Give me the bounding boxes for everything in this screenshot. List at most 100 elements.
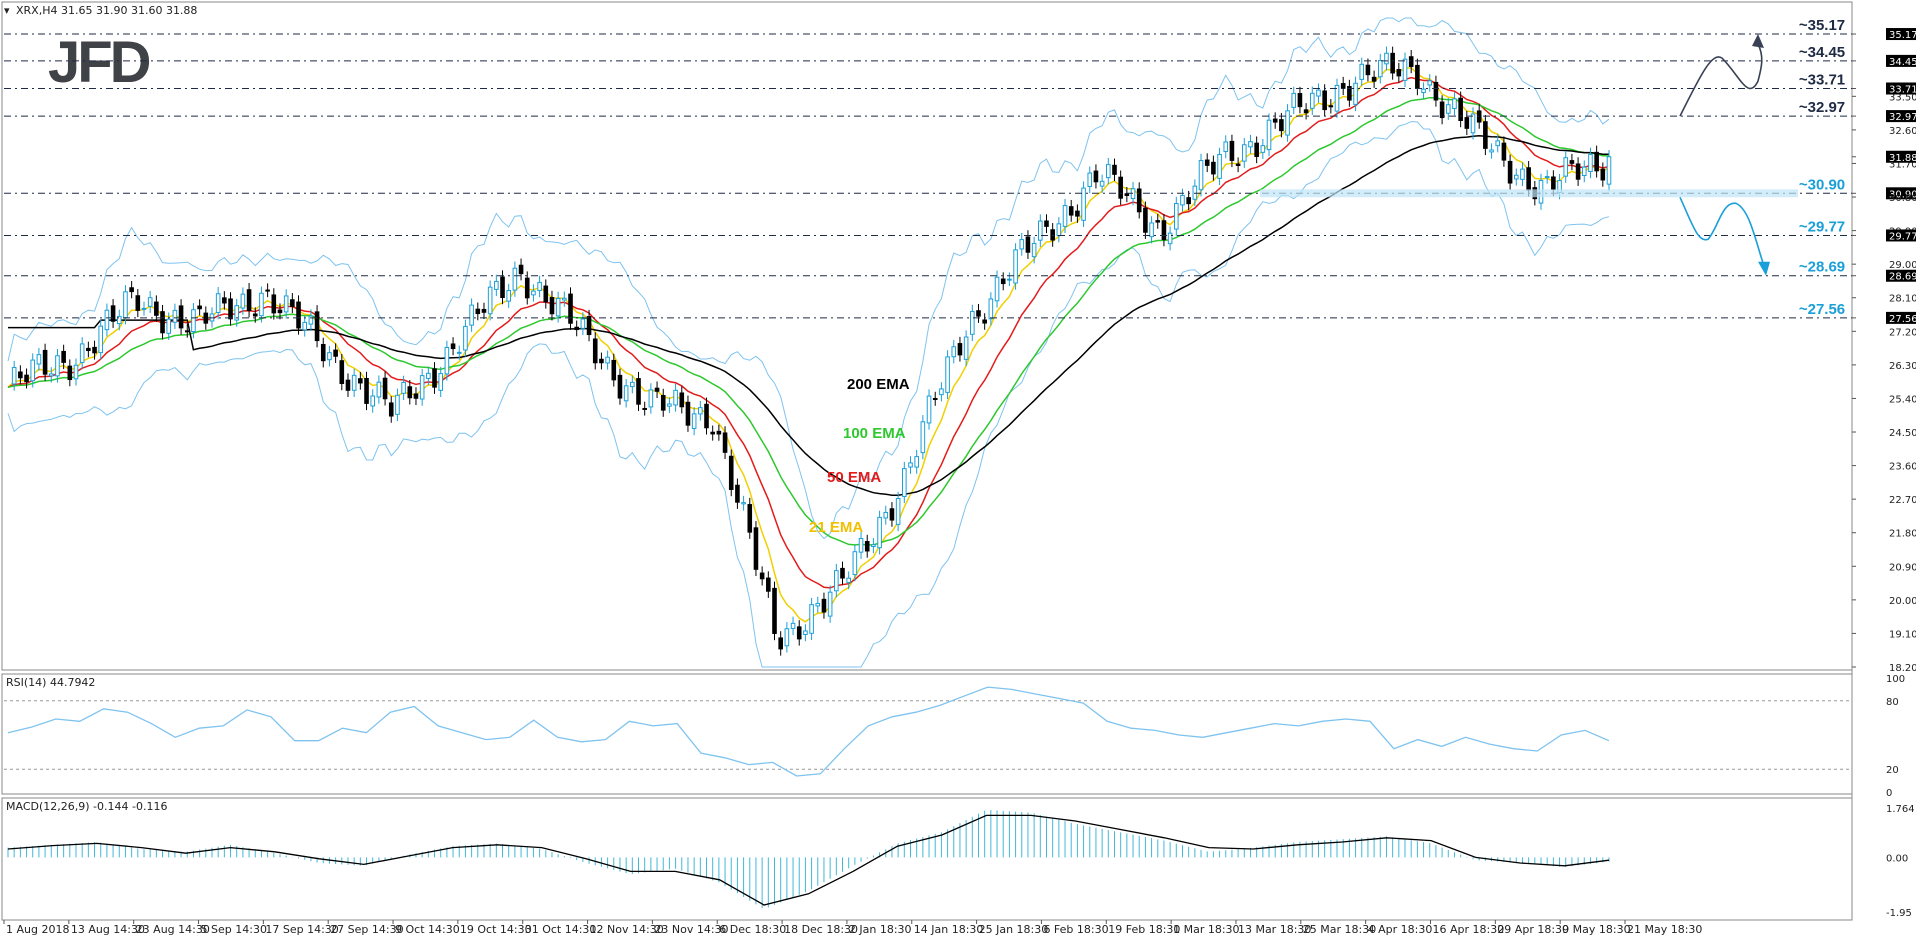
candle-body bbox=[1167, 232, 1173, 245]
candle-body bbox=[667, 403, 672, 407]
candle-body bbox=[741, 502, 746, 505]
candle-body bbox=[815, 602, 821, 607]
candle-body bbox=[1421, 88, 1426, 93]
price-tick-label: 34.45 bbox=[1889, 57, 1916, 68]
candle-body bbox=[623, 385, 629, 402]
candle-body bbox=[537, 281, 542, 292]
price-level-badge bbox=[1886, 110, 1916, 123]
candle-body bbox=[1316, 89, 1321, 97]
price-tick-label: 30.80 bbox=[1889, 193, 1916, 204]
candle-body bbox=[988, 298, 994, 320]
time-tick-label: 14 Jan 18:30 bbox=[914, 923, 984, 936]
price-tick-label: 32.97 bbox=[1889, 112, 1916, 123]
price-level-badge bbox=[1886, 269, 1916, 282]
time-tick-label: 31 Oct 14:30 bbox=[525, 923, 597, 936]
candle-body bbox=[197, 305, 202, 310]
price-level-badge bbox=[1886, 54, 1916, 67]
candle-body bbox=[858, 537, 864, 553]
candle-body bbox=[327, 352, 332, 361]
candle-body bbox=[1229, 140, 1235, 161]
jfd-logo: JFD bbox=[48, 30, 153, 95]
candle-body bbox=[456, 351, 462, 354]
candle-body bbox=[1384, 52, 1389, 65]
candle-body bbox=[1081, 187, 1086, 221]
candle-body bbox=[1013, 249, 1018, 284]
time-tick-label: 1 Mar 18:30 bbox=[1173, 923, 1239, 936]
price-tick-label: 20.90 bbox=[1889, 562, 1916, 573]
candle-body bbox=[790, 622, 796, 629]
price-level-badge bbox=[1886, 150, 1916, 163]
candle-body bbox=[1093, 170, 1099, 183]
price-tick-label: 19.10 bbox=[1889, 629, 1916, 640]
candle-body bbox=[320, 343, 326, 362]
candle-body bbox=[191, 309, 196, 333]
candle-body bbox=[1019, 239, 1025, 250]
price-tick-label: 32.60 bbox=[1889, 126, 1916, 137]
candle-body bbox=[1588, 153, 1593, 172]
candle-body bbox=[574, 326, 579, 331]
candle-body bbox=[1068, 206, 1074, 216]
candle-body bbox=[963, 336, 969, 360]
rsi-line bbox=[7, 686, 1610, 777]
candle-body bbox=[506, 290, 511, 302]
price-tick-label: 31.88 bbox=[1889, 153, 1916, 164]
candle-body bbox=[1359, 63, 1365, 80]
candle-body bbox=[1279, 119, 1284, 132]
price-tick-label: 29.00 bbox=[1889, 260, 1916, 271]
candle-body bbox=[883, 511, 889, 519]
candle-body bbox=[351, 374, 357, 391]
candle-body bbox=[580, 318, 586, 329]
candle-body bbox=[61, 350, 66, 363]
macd-tick-label: 1.764 bbox=[1886, 804, 1915, 815]
candle-body bbox=[1489, 149, 1494, 153]
candle-body bbox=[1334, 84, 1340, 112]
macd-panel-frame bbox=[1, 797, 1853, 921]
candle-body bbox=[333, 349, 338, 357]
candle-body bbox=[475, 308, 481, 315]
candle-body bbox=[704, 403, 709, 429]
macd-signal-line bbox=[7, 814, 1610, 906]
time-tick-label: 13 Mar 18:30 bbox=[1238, 923, 1311, 936]
candle-body bbox=[98, 325, 104, 354]
candle-body bbox=[586, 316, 592, 336]
candle-body bbox=[160, 311, 165, 334]
candle-body bbox=[914, 456, 919, 468]
price-tick-label: 18.20 bbox=[1889, 663, 1916, 674]
candle-body bbox=[1155, 220, 1161, 223]
candle-body bbox=[463, 325, 468, 351]
candle-body bbox=[450, 343, 456, 350]
candle-body bbox=[1594, 151, 1599, 172]
candle-body bbox=[728, 455, 734, 490]
candle-body bbox=[846, 577, 851, 583]
candle-body bbox=[1000, 278, 1006, 285]
ema-21-line bbox=[7, 67, 1610, 623]
macd-indicator: 1.764 0.00 -1.95 bbox=[7, 804, 1915, 919]
candle-body bbox=[1371, 76, 1377, 82]
candle-body bbox=[834, 570, 839, 592]
candle-body bbox=[401, 381, 406, 394]
ema-100-line bbox=[7, 96, 1610, 546]
candle-body bbox=[184, 330, 190, 333]
candle-body bbox=[419, 375, 425, 400]
candle-body bbox=[568, 293, 573, 324]
price-tick-label: 33.50 bbox=[1889, 92, 1916, 103]
candle-body bbox=[388, 402, 394, 417]
time-tick-label: 16 Apr 18:30 bbox=[1432, 923, 1504, 936]
candle-body bbox=[611, 359, 617, 381]
candle-body bbox=[1581, 166, 1587, 176]
candle-body bbox=[710, 431, 715, 435]
candle-body bbox=[877, 516, 882, 549]
candle-body bbox=[673, 389, 678, 406]
candle-body bbox=[642, 407, 647, 410]
price-level-badge bbox=[1886, 187, 1916, 200]
price-tick-label: 35.17 bbox=[1889, 30, 1916, 41]
candle-body bbox=[1204, 159, 1210, 166]
candle-body bbox=[1118, 176, 1123, 199]
candle-body bbox=[1235, 163, 1241, 166]
resistance-label: ~32.97 bbox=[1799, 99, 1845, 116]
time-tick-label: 13 Aug 14:30 bbox=[71, 923, 145, 936]
candle-body bbox=[339, 360, 345, 384]
candle-body bbox=[784, 628, 790, 647]
